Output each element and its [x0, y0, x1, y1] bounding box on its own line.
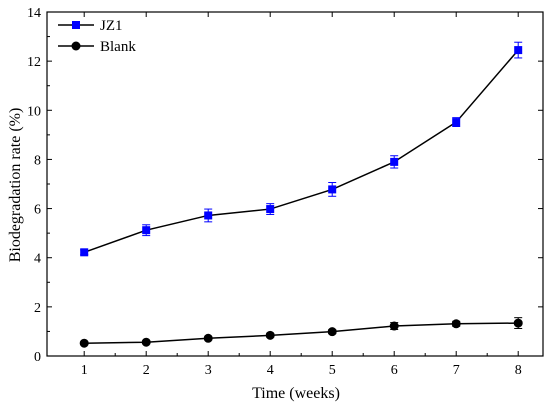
legend-item-jz1: JZ1: [58, 18, 123, 34]
x-tick-label: 7: [453, 363, 460, 378]
data-point: [79, 338, 89, 348]
legend-label: JZ1: [100, 18, 123, 34]
data-point: [328, 185, 337, 194]
y-tick-label: 6: [34, 203, 41, 218]
y-tick-label: 2: [34, 301, 41, 316]
x-axis-label: Time (weeks): [252, 385, 340, 402]
data-point: [389, 321, 399, 331]
series-jz1: [80, 41, 523, 257]
data-point: [390, 157, 399, 166]
data-point: [142, 226, 151, 235]
data-point: [451, 319, 461, 329]
legend-label: Blank: [100, 39, 136, 55]
series-line: [83, 49, 519, 254]
legend-marker: [72, 21, 80, 29]
x-tick-label: 4: [267, 363, 274, 378]
data-point: [203, 333, 213, 343]
data-point: [141, 337, 151, 347]
data-point: [266, 205, 275, 214]
series-blank: [79, 317, 523, 348]
y-tick-label: 10: [27, 104, 41, 119]
x-tick-label: 5: [329, 363, 336, 378]
data-point: [204, 211, 213, 220]
data-point: [265, 330, 275, 340]
x-tick-label: 1: [81, 363, 88, 378]
x-tick-label: 6: [391, 363, 398, 378]
legend-marker: [71, 41, 81, 51]
series-line: [84, 322, 519, 344]
y-tick-label: 12: [27, 55, 41, 70]
plot-frame: [46, 11, 544, 357]
x-tick-label: 2: [143, 363, 150, 378]
x-tick-label: 8: [515, 363, 522, 378]
y-axis-label: Biodegradation rate (%): [7, 108, 24, 263]
y-tick-label: 14: [27, 6, 41, 21]
data-point: [80, 248, 89, 257]
data-point: [514, 46, 523, 55]
data-point: [327, 327, 337, 337]
y-tick-label: 0: [34, 350, 41, 365]
data-point: [513, 318, 523, 328]
y-tick-label: 4: [34, 252, 41, 267]
x-tick-label: 3: [205, 363, 212, 378]
legend: JZ1 Blank: [58, 18, 136, 55]
series-layer: [79, 41, 523, 348]
data-point: [452, 118, 461, 127]
legend-item-blank: Blank: [58, 39, 136, 55]
y-tick-label: 8: [34, 153, 41, 168]
